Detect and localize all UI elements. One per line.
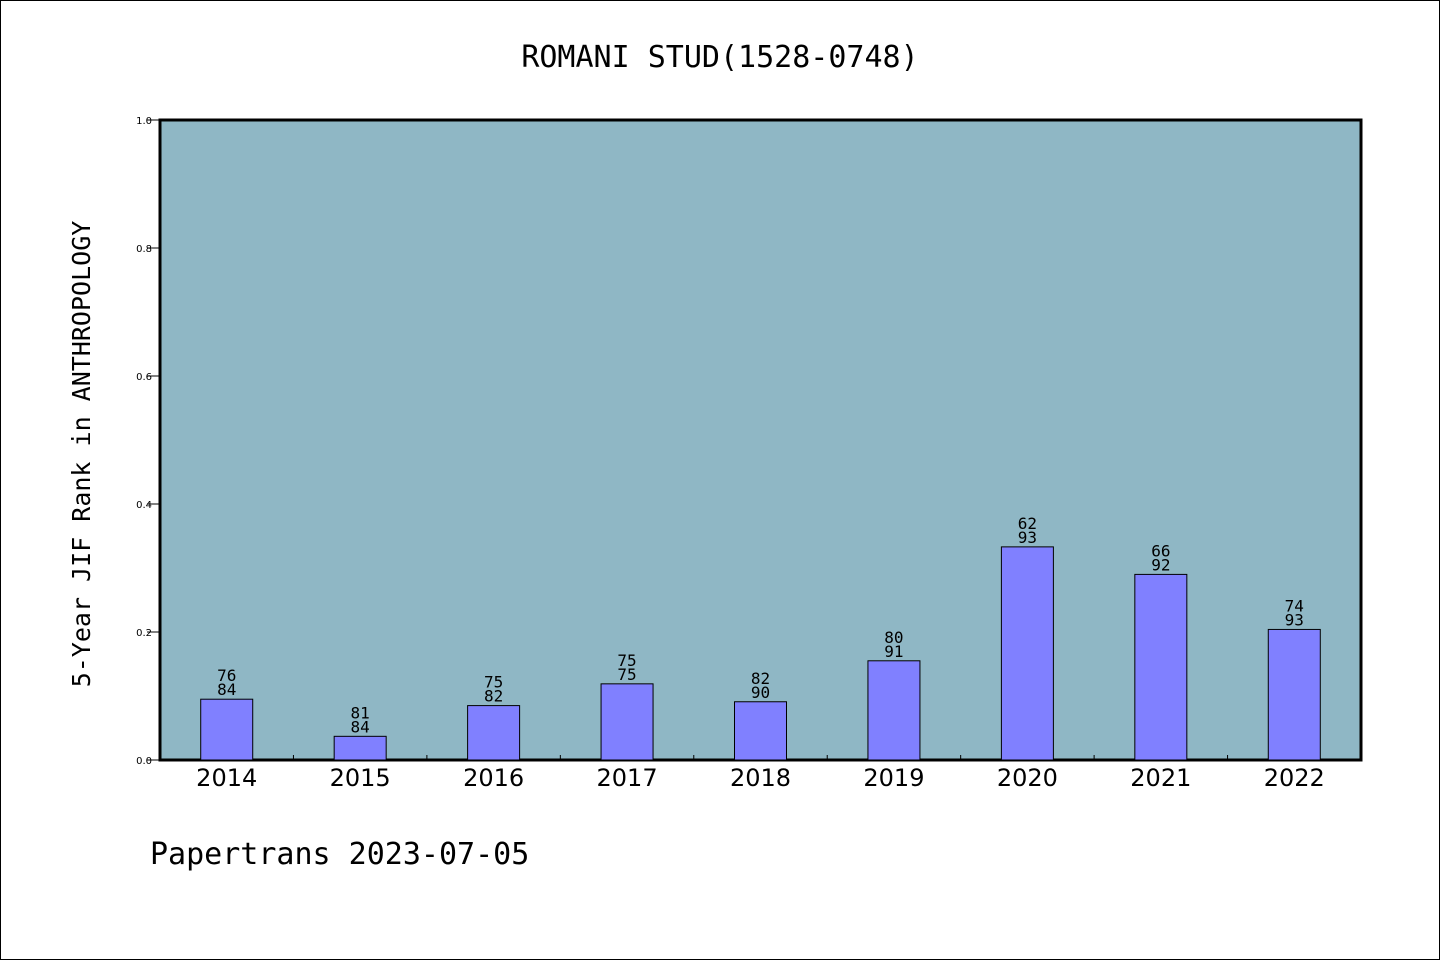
y-tick-label: 0.0: [136, 756, 152, 767]
bar-label-total-2014: 84: [217, 680, 236, 699]
bar-label-total-2018: 90: [751, 683, 770, 702]
bar-2016: [467, 705, 521, 761]
x-tick-label: 2019: [863, 764, 924, 792]
bar-label-rank-2015: 81: [351, 703, 370, 722]
bar-label-rank-2020: 62: [1018, 514, 1037, 533]
bar-label-total-2016: 82: [484, 687, 503, 706]
bar-2019: [867, 660, 921, 761]
bar-label-total-2015: 84: [351, 717, 370, 736]
bar-2022: [1267, 628, 1321, 761]
bar-label-rank-2017: 75: [617, 651, 636, 670]
bar-label-total-2020: 93: [1018, 528, 1037, 547]
bar-label-total-2019: 91: [884, 642, 903, 661]
chart-title: ROMANI STUD(1528-0748): [521, 40, 918, 75]
footer-credit: Papertrans 2023-07-05: [150, 837, 529, 872]
x-tick-label: 2014: [196, 764, 257, 792]
y-tick-label: 0.4: [136, 500, 152, 511]
x-tick-label: 2022: [1264, 764, 1325, 792]
bar-label-rank-2014: 76: [217, 666, 236, 685]
y-axis-label: 5-Year JIF Rank in ANTHROPOLOGY: [67, 221, 96, 688]
bar-label-total-2021: 92: [1151, 555, 1170, 574]
x-axis-ticks: 2014 2015 2016 2017 2018 2019 2020 2021 2022: [196, 755, 1325, 792]
y-axis-ticks: 0.0 0.2 0.4 0.6 0.8 1.0: [136, 116, 160, 767]
bar-label-rank-2016: 75: [484, 673, 503, 692]
bars: [200, 546, 1321, 761]
bar-label-rank-2021: 66: [1151, 541, 1170, 560]
x-tick-label: 2018: [730, 764, 791, 792]
bar-label-rank-2018: 82: [751, 669, 770, 688]
x-tick-label: 2017: [597, 764, 658, 792]
x-tick-label: 2016: [463, 764, 524, 792]
bar-label-rank-2022: 74: [1285, 596, 1304, 615]
bar-2020: [1000, 546, 1054, 761]
y-tick-label: 0.6: [136, 372, 152, 383]
bar-2017: [600, 683, 654, 761]
bar-2014: [200, 698, 254, 761]
y-tick-label: 0.2: [136, 628, 152, 639]
x-tick-label: 2020: [997, 764, 1058, 792]
bar-2018: [734, 701, 787, 761]
y-tick-label: 0.8: [136, 244, 152, 255]
bar-2021: [1134, 573, 1188, 761]
bar-label-total-2017: 75: [617, 665, 636, 684]
bar-2015: [333, 735, 387, 761]
x-tick-label: 2015: [330, 764, 391, 792]
y-tick-label: 1.0: [136, 116, 152, 127]
bar-label-rank-2019: 80: [884, 628, 903, 647]
x-tick-label: 2021: [1130, 764, 1191, 792]
bar-label-total-2022: 93: [1285, 610, 1304, 629]
